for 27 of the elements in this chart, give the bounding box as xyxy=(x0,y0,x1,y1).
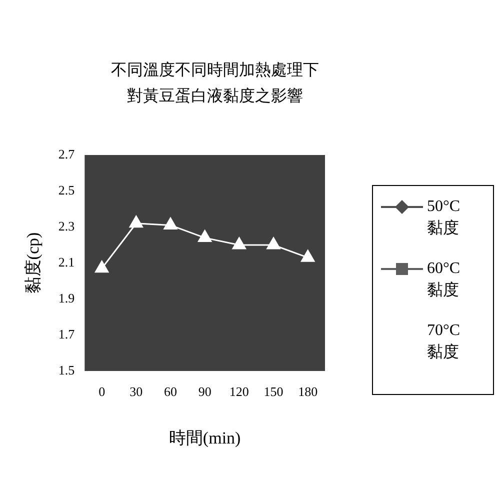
x-tick-label: 30 xyxy=(130,384,143,400)
point xyxy=(95,260,109,273)
x-tick-label: 150 xyxy=(264,384,284,400)
y-tick-label: 2.7 xyxy=(58,146,76,162)
point xyxy=(266,237,280,250)
y-tick-label: 1.9 xyxy=(58,290,75,306)
text: 70°C 黏度 xyxy=(427,321,462,363)
x-axis-title: 時間(min) xyxy=(168,428,241,448)
legend-label: 60°C 黏度 xyxy=(427,259,462,301)
y-tick-label: 1.5 xyxy=(58,362,75,378)
point xyxy=(164,217,178,230)
point xyxy=(232,237,246,250)
x-tick-label: 0 xyxy=(98,384,106,400)
chart-title: 不同溫度不同時間加熱處理下對黃豆蛋白液黏度之影響 xyxy=(110,60,320,107)
y-axis-title: 黏度(cp) xyxy=(24,232,43,294)
point xyxy=(129,216,143,228)
y-tick-label: 2.5 xyxy=(58,182,75,198)
x-tick-label: 90 xyxy=(198,384,212,400)
x-tick-label: 180 xyxy=(298,384,318,400)
point xyxy=(198,230,212,242)
x-tick-label: 120 xyxy=(229,384,249,400)
legend-label: 50°C 黏度 xyxy=(427,197,462,239)
y-tick-label: 2.1 xyxy=(58,254,75,270)
x-tick-label: 60 xyxy=(164,384,177,400)
y-tick-label: 1.7 xyxy=(58,326,76,342)
point xyxy=(301,250,315,262)
y-tick-label: 2.3 xyxy=(58,218,75,234)
